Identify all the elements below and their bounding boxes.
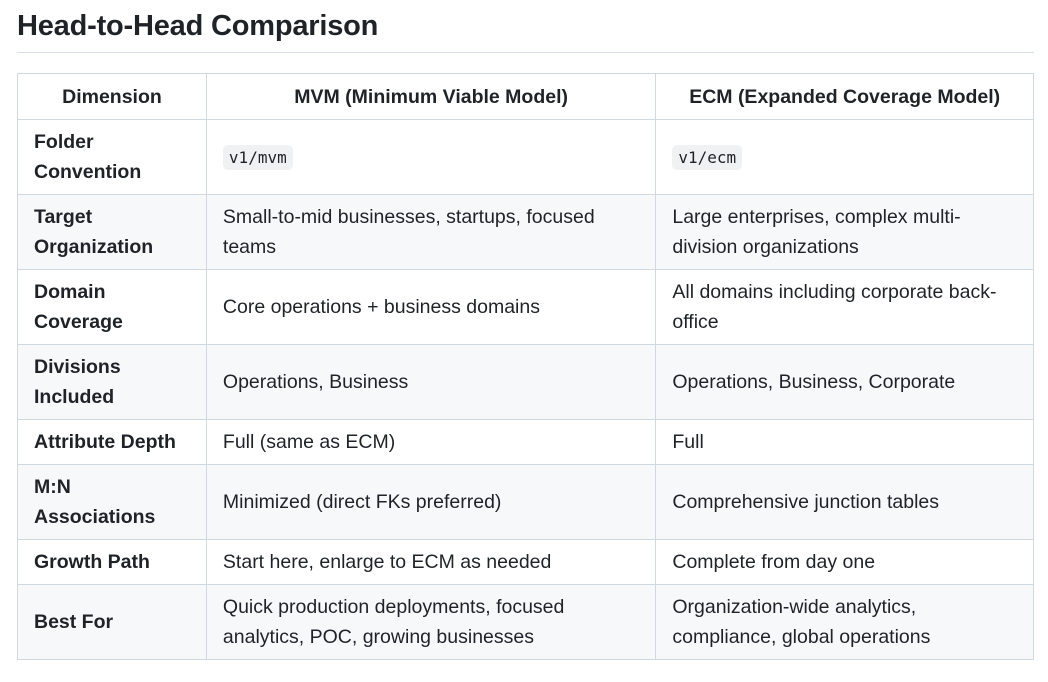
ecm-cell: Operations, Business, Corporate: [655, 344, 1034, 420]
mvm-cell: Minimized (direct FKs preferred): [205, 464, 657, 540]
dimension-cell: M:N Associations: [17, 464, 207, 540]
mvm-cell: Start here, enlarge to ECM as needed: [205, 539, 657, 585]
table-row: Divisions Included Operations, Business …: [17, 344, 1034, 420]
table-header-row: Dimension MVM (Minimum Viable Model) ECM…: [17, 73, 1034, 120]
table-row: Best For Quick production deployments, f…: [17, 584, 1034, 660]
mvm-cell: Small-to-mid businesses, startups, focus…: [205, 194, 657, 270]
dimension-cell: Attribute Depth: [17, 419, 207, 465]
ecm-cell: Full: [655, 419, 1034, 465]
ecm-folder-code: v1/ecm: [672, 144, 743, 170]
comparison-table: Dimension MVM (Minimum Viable Model) ECM…: [17, 73, 1034, 660]
dimension-cell: Best For: [17, 584, 207, 660]
table-row: Folder Convention v1/mvm v1/ecm: [17, 119, 1034, 195]
mvm-cell: v1/mvm: [205, 119, 657, 195]
dimension-cell: Domain Coverage: [17, 269, 207, 345]
dimension-cell: Folder Convention: [17, 119, 207, 195]
table-row: Target Organization Small-to-mid busines…: [17, 194, 1034, 270]
page: Head-to-Head Comparison Dimension MVM (M…: [17, 10, 1034, 660]
mvm-cell: Full (same as ECM): [205, 419, 657, 465]
ecm-cell: Large enterprises, complex multi-divisio…: [655, 194, 1034, 270]
heading-divider: [17, 52, 1034, 53]
table-row: Domain Coverage Core operations + busine…: [17, 269, 1034, 345]
mvm-cell: Core operations + business domains: [205, 269, 657, 345]
ecm-cell: Organization-wide analytics, compliance,…: [655, 584, 1034, 660]
ecm-cell: Comprehensive junction tables: [655, 464, 1034, 540]
ecm-cell: Complete from day one: [655, 539, 1034, 585]
table-row: Attribute Depth Full (same as ECM) Full: [17, 419, 1034, 465]
table-row: Growth Path Start here, enlarge to ECM a…: [17, 539, 1034, 585]
dimension-cell: Target Organization: [17, 194, 207, 270]
ecm-cell: All domains including corporate back-off…: [655, 269, 1034, 345]
dimension-cell: Divisions Included: [17, 344, 207, 420]
ecm-cell: v1/ecm: [655, 119, 1034, 195]
table-row: M:N Associations Minimized (direct FKs p…: [17, 464, 1034, 540]
mvm-cell: Operations, Business: [205, 344, 657, 420]
mvm-folder-code: v1/mvm: [222, 144, 293, 170]
dimension-cell: Growth Path: [17, 539, 207, 585]
column-header-dimension: Dimension: [17, 73, 207, 120]
mvm-cell: Quick production deployments, focused an…: [205, 584, 657, 660]
column-header-ecm: ECM (Expanded Coverage Model): [655, 73, 1034, 120]
page-heading: Head-to-Head Comparison: [17, 10, 379, 42]
column-header-mvm: MVM (Minimum Viable Model): [205, 73, 657, 120]
